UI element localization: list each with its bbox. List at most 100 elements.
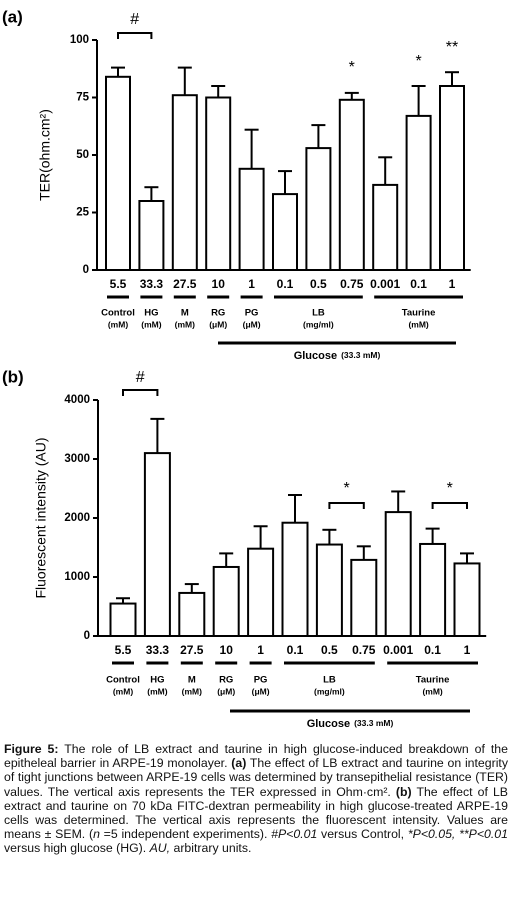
group-unit: (mM) xyxy=(141,319,161,329)
x-tick-label: 27.5 xyxy=(173,277,197,291)
x-tick-label: 10 xyxy=(212,277,226,291)
x-tick-label: 0.1 xyxy=(287,643,304,657)
panel-label: (a) xyxy=(2,7,23,26)
y-tick-label: 50 xyxy=(76,149,89,161)
x-tick-label: 0.75 xyxy=(340,277,364,291)
x-tick-label: 0.75 xyxy=(352,643,376,657)
significance-mark: * xyxy=(349,59,355,76)
caption-run: #P<0.01 xyxy=(271,827,318,842)
caption-run: arbitrary units. xyxy=(170,841,252,856)
group-name: PG xyxy=(254,675,268,686)
caption-run: (a) xyxy=(231,756,247,771)
significance-bracket xyxy=(328,502,365,509)
x-tick-label: 5.5 xyxy=(115,643,132,657)
x-tick-label: 0.001 xyxy=(370,277,400,291)
y-tick-label: 3000 xyxy=(64,453,90,465)
x-tick-label: 27.5 xyxy=(180,643,204,657)
x-tick-label: 1 xyxy=(257,643,264,657)
caption-run: Figure 5: xyxy=(4,742,59,756)
bar xyxy=(439,85,465,271)
caption-run: versus high glucose (HG). xyxy=(4,841,150,856)
significance-bracket xyxy=(122,389,159,396)
group-name: M xyxy=(181,308,189,319)
group-unit: (μM) xyxy=(217,686,235,696)
group-name: LB xyxy=(323,675,336,686)
x-tick-label: 10 xyxy=(220,643,234,657)
bar xyxy=(281,521,309,637)
group-unit: (μM) xyxy=(243,319,261,329)
caption-run: *P<0.05, **P<0.01 xyxy=(407,827,508,842)
bar xyxy=(109,602,137,637)
bar xyxy=(338,98,365,271)
y-tick-label: 25 xyxy=(76,207,89,219)
group-unit: (mg/ml) xyxy=(314,686,345,696)
bar xyxy=(205,96,232,271)
group-unit: (mM) xyxy=(408,319,428,329)
group-unit: (μM) xyxy=(252,686,270,696)
caption: Figure 5: The role of LB extract and tau… xyxy=(4,742,508,856)
group-name: HG xyxy=(150,675,164,686)
group-unit: (mM) xyxy=(422,686,442,696)
caption-run: =5 independent experiments). xyxy=(99,827,272,842)
significance-mark: # xyxy=(130,11,139,28)
glucose-label: Glucose (33.3 mM) xyxy=(307,718,394,730)
significance-bracket xyxy=(117,32,153,39)
group-name: Taurine xyxy=(402,308,436,319)
bar xyxy=(272,193,298,272)
significance-mark: * xyxy=(343,480,349,497)
group-name: Taurine xyxy=(416,675,450,686)
group-name: PG xyxy=(245,308,259,319)
group-unit: (mM) xyxy=(182,686,202,696)
bar xyxy=(143,452,171,637)
bar xyxy=(305,147,332,272)
group-name: M xyxy=(188,675,196,686)
group-name: LB xyxy=(312,308,325,319)
group-unit: (mM) xyxy=(113,686,133,696)
panel-label: (b) xyxy=(2,367,24,386)
bar xyxy=(384,511,412,637)
caption-run: (b) xyxy=(395,784,412,799)
significance-bracket xyxy=(431,502,468,509)
caption-run: versus Control, xyxy=(317,827,408,842)
bar xyxy=(105,75,131,271)
x-tick-label: 33.3 xyxy=(140,277,164,291)
y-tick-label: 0 xyxy=(84,630,90,642)
glucose-label: Glucose (33.3 mM) xyxy=(294,350,381,362)
caption-run: The effect of LB extract and taurine on … xyxy=(4,756,508,799)
y-tick-label: 75 xyxy=(76,92,89,104)
x-tick-label: 1 xyxy=(464,643,471,657)
significance-mark: * xyxy=(447,480,453,497)
caption-run: AU, xyxy=(149,841,171,856)
y-tick-label: 1000 xyxy=(64,571,90,583)
group-name: RG xyxy=(219,675,233,686)
glucose-name: Glucose xyxy=(294,350,337,362)
group-unit: (mg/ml) xyxy=(303,319,334,329)
y-axis-label: Fluorescent intensity (AU) xyxy=(33,437,49,598)
significance-mark: ** xyxy=(446,39,458,56)
y-axis-label: TER(ohm.cm²) xyxy=(37,109,53,201)
bar xyxy=(238,167,265,271)
x-tick-label: 0.1 xyxy=(277,277,294,291)
x-tick-label: 5.5 xyxy=(110,277,127,291)
significance-mark: * xyxy=(415,53,421,70)
bar xyxy=(453,562,481,637)
caption-run: The effect of LB extract and taurine on … xyxy=(4,784,508,842)
group-name: RG xyxy=(211,308,225,319)
bar xyxy=(247,547,275,637)
glucose-unit: (33.3 mM) xyxy=(354,718,393,728)
group-unit: (mM) xyxy=(175,319,195,329)
group-name: Control xyxy=(101,308,135,319)
x-tick-label: 33.3 xyxy=(146,643,170,657)
bar xyxy=(419,542,447,638)
y-tick-label: 2000 xyxy=(64,512,90,524)
x-tick-label: 0.5 xyxy=(310,277,327,291)
y-tick-label: 0 xyxy=(83,264,89,276)
x-tick-label: 1 xyxy=(449,277,456,291)
x-tick-label: 0.1 xyxy=(410,277,427,291)
y-tick-label: 4000 xyxy=(64,394,90,406)
group-name: Control xyxy=(106,675,140,686)
bar xyxy=(178,591,206,637)
significance-mark: # xyxy=(136,369,145,386)
